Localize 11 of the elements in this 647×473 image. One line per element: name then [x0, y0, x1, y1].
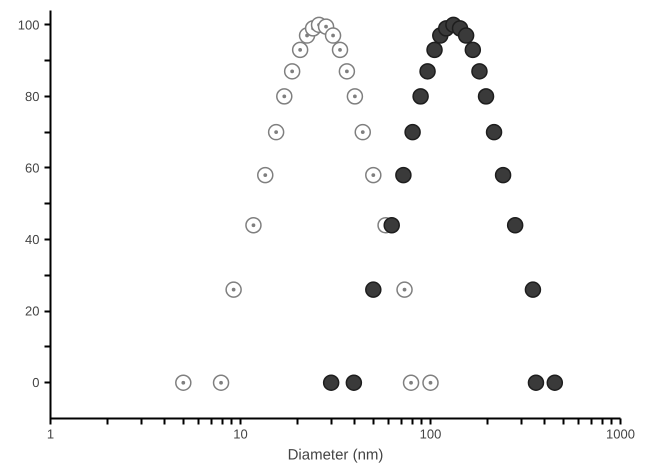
y-tick-label: 100	[18, 17, 40, 32]
y-tick-label: 80	[25, 88, 40, 104]
x-axis-title: Diameter (nm)	[288, 446, 384, 464]
x-tick-label: 1	[46, 426, 54, 442]
y-tick-label: 20	[25, 304, 40, 319]
x-tick-label: 100	[420, 426, 442, 442]
y-tick-label: 60	[25, 160, 40, 176]
x-tick-label: 1000	[606, 426, 635, 442]
y-tick-label: 0	[32, 375, 40, 390]
x-tick-label: 10	[233, 426, 248, 442]
y-tick-label: 40	[25, 232, 40, 248]
